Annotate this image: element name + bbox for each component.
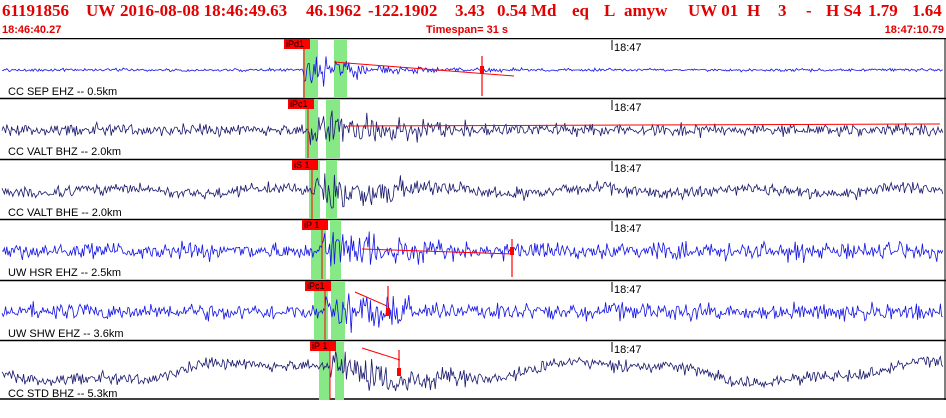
minute-label: 18:47 (614, 344, 642, 356)
amplitude-marker-head (510, 247, 514, 255)
pick-flag[interactable] (310, 341, 336, 351)
pick-label: iPd1 (286, 39, 304, 49)
seismogram-traces[interactable]: 18:47 iPd1 CC SEP EHZ -- 0.5km 18:47 iPc1 CC … (0, 38, 946, 400)
event-depth: 3.43 (455, 1, 485, 20)
waveform-trace (1, 351, 944, 392)
trace-panel[interactable]: 18:47 iS 1 CC VALT BHE -- 2.0km (1, 160, 944, 219)
station-label: UW SHW EHZ -- 3.6km (8, 328, 124, 340)
waveform-trace (1, 56, 943, 87)
value-2: 1.64 (912, 1, 942, 20)
source-code: UW 01 (688, 1, 739, 20)
pick-label: iPc1 (307, 281, 325, 291)
event-magnitude: 0.54 Md (497, 1, 557, 20)
coda-line (361, 347, 401, 361)
window-start-time: 18:46:40.27 (2, 24, 62, 36)
pick-flag[interactable] (288, 99, 314, 109)
trace-panel[interactable]: 18:47 iP 1 UW HSR EHZ -- 2.5km (1, 220, 944, 279)
pick-label: iPc1 (290, 99, 308, 109)
pick-flag[interactable] (302, 220, 328, 230)
event-flag: L (604, 1, 616, 20)
coda-line (354, 291, 388, 307)
event-author: amyw (624, 1, 668, 20)
station-label: CC STD BHZ -- 5.3km (8, 388, 117, 400)
station-label: UW HSR EHZ -- 2.5km (8, 267, 121, 279)
station-label: CC VALT BHZ -- 2.0km (8, 146, 121, 158)
minute-label: 18:47 (614, 284, 642, 296)
event-lon: -122.1902 (368, 1, 438, 20)
waveform-trace (1, 293, 943, 333)
event-type: eq (572, 1, 589, 20)
event-datetime: 2016-08-08 18:46:49.63 (120, 1, 288, 20)
pick-window-band (303, 39, 318, 98)
minute-label: 18:47 (614, 223, 642, 235)
event-summary-line: 61191856 UW 2016-08-08 18:46:49.63 46.19… (0, 0, 946, 22)
pick-label: iP 1 (304, 220, 319, 230)
amplitude-marker-head (480, 66, 484, 74)
network-code: UW (86, 1, 116, 20)
station-label: CC SEP EHZ -- 0.5km (8, 86, 117, 98)
trace-panel[interactable]: 18:47 iPc1 CC VALT BHZ -- 2.0km (1, 99, 944, 158)
station-label: CC VALT BHE -- 2.0km (8, 207, 122, 219)
quality: H (747, 1, 761, 20)
amplitude-marker-head (386, 308, 390, 316)
waveform-trace (1, 173, 944, 209)
pick-window-band (335, 341, 344, 400)
event-header: 61191856 UW 2016-08-08 18:46:49.63 46.19… (0, 0, 946, 38)
minute-label: 18:47 (614, 42, 642, 54)
amplitude-marker-head (397, 368, 401, 376)
coda-line (347, 123, 941, 127)
minute-label: 18:47 (614, 163, 642, 175)
value-1: 1.79 (868, 1, 898, 20)
trace-panel[interactable]: 18:47 iP 1 CC STD BHZ -- 5.3km (1, 341, 944, 400)
phase-count: 3 (778, 1, 787, 20)
waveform-trace (1, 231, 944, 267)
pick-flag[interactable] (284, 39, 310, 49)
window-end-time: 18:47:10.79 (884, 24, 944, 36)
event-id: 61191856 (2, 1, 70, 20)
pick-label: iS 1 (294, 160, 310, 170)
pick-flag[interactable] (292, 160, 318, 170)
minute-label: 18:47 (614, 102, 642, 114)
event-lat: 46.1962 (306, 1, 362, 20)
pick-window-band (334, 39, 347, 98)
pick-flag[interactable] (305, 281, 331, 291)
trace-panel[interactable]: 18:47 iPc1 UW SHW EHZ -- 3.6km (1, 281, 943, 340)
pick-window-band (326, 160, 337, 219)
trace-panel[interactable]: 18:47 iPd1 CC SEP EHZ -- 0.5km (1, 39, 943, 98)
pick-label: iP 1 (312, 341, 327, 351)
coda-line (361, 248, 513, 255)
waveform-trace (1, 110, 944, 145)
separator-dash: - (806, 1, 812, 20)
timespan-label: Timespan= 31 s (426, 24, 509, 36)
pick-window-band (319, 341, 330, 400)
hs-code: H S4 (826, 1, 862, 20)
